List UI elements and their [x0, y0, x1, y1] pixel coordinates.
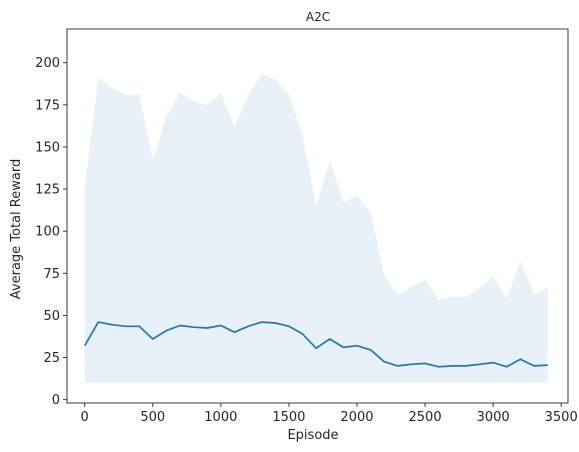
y-axis: 0 25 50 75 100 125 150 175 200 [35, 56, 67, 408]
x-tick-label: 3000 [477, 410, 510, 425]
x-axis: 0 500 1000 1500 2000 2500 3000 3500 [81, 403, 578, 425]
y-tick-label: 25 [43, 351, 60, 366]
x-tick-label: 3500 [545, 410, 578, 425]
plot-area [83, 74, 548, 383]
y-axis-label: Average Total Reward [9, 159, 24, 299]
y-tick-label: 50 [43, 309, 60, 324]
y-tick-label: 100 [35, 225, 60, 240]
x-tick-label: 500 [140, 410, 165, 425]
chart-title: A2C [306, 10, 330, 24]
x-axis-label: Episode [287, 428, 338, 443]
series-line [83, 321, 548, 368]
x-tick-label: 1500 [272, 410, 305, 425]
y-tick-label: 150 [35, 140, 60, 155]
plot-frame [66, 28, 569, 404]
y-tick-label: 75 [43, 267, 60, 282]
x-tick-label: 1000 [204, 410, 237, 425]
series-band [84, 74, 548, 383]
y-tick-label: 0 [52, 393, 60, 408]
y-tick-label: 125 [35, 183, 60, 198]
x-tick-label: 2500 [409, 410, 442, 425]
x-tick-label: 2000 [340, 410, 373, 425]
y-tick-label: 200 [35, 56, 60, 71]
y-tick-label: 175 [35, 98, 60, 113]
x-tick-label: 0 [81, 410, 89, 425]
